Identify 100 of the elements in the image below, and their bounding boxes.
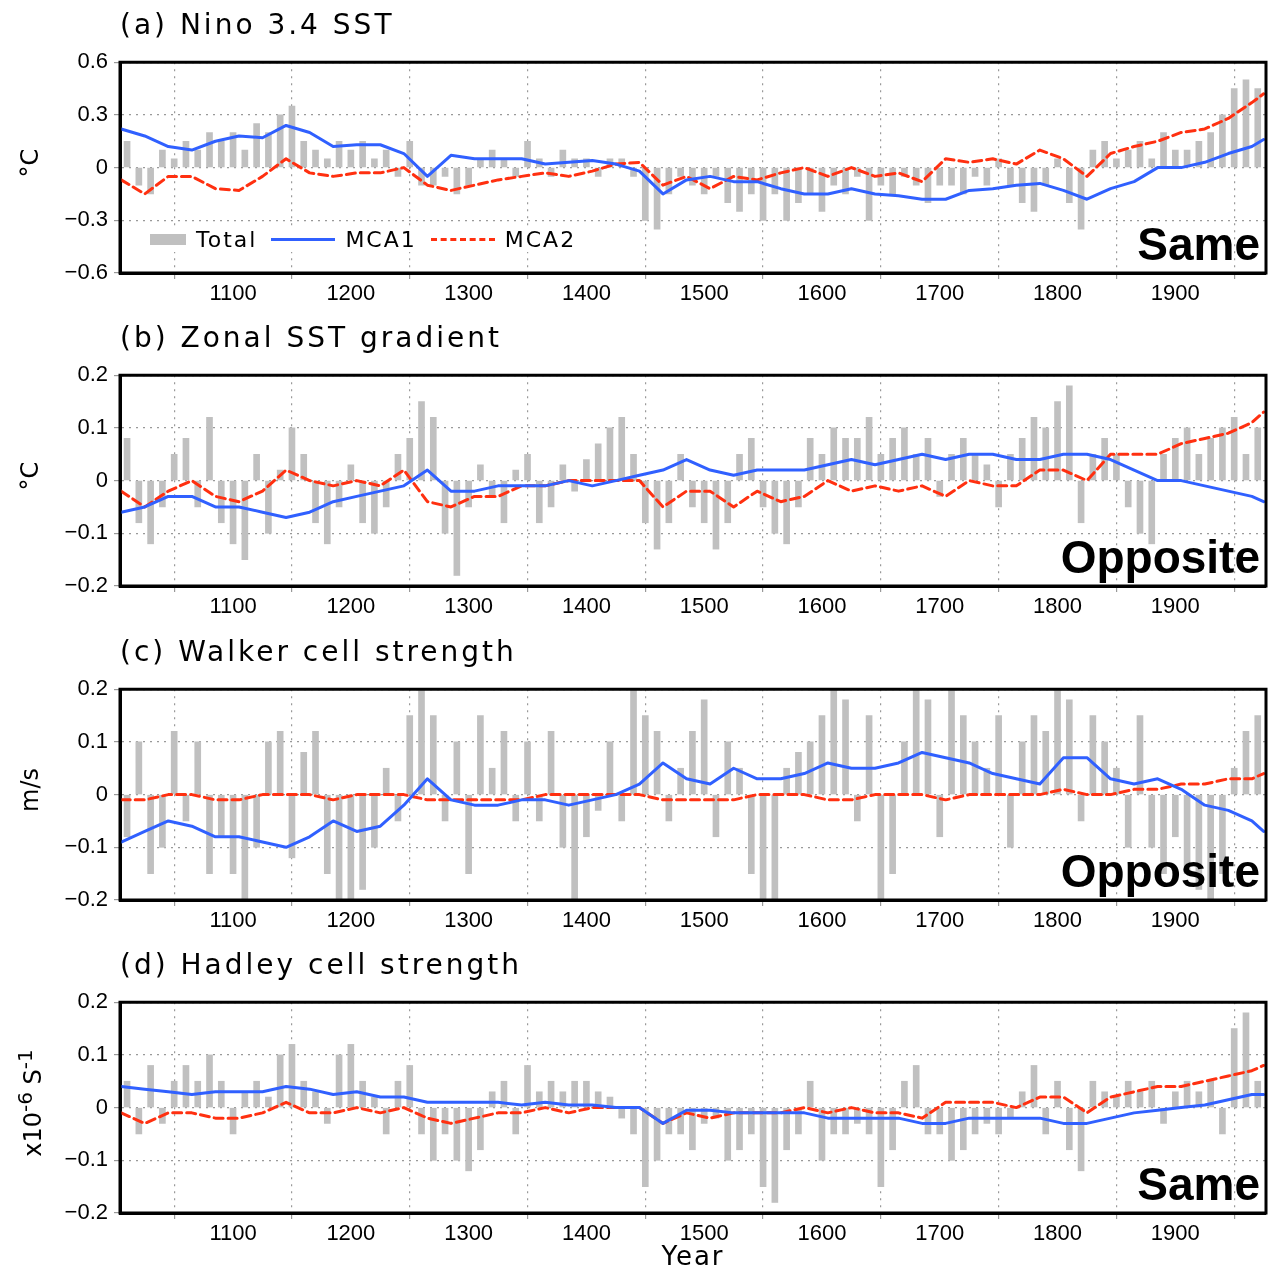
bar xyxy=(853,438,861,481)
y-axis-title: °C xyxy=(16,148,44,178)
x-tick-label: 1300 xyxy=(444,593,494,619)
bar xyxy=(889,438,896,481)
bar xyxy=(206,1054,213,1108)
bar xyxy=(630,1107,637,1135)
annotation: Same xyxy=(1137,217,1260,271)
bar xyxy=(1077,480,1085,524)
bar xyxy=(371,794,378,848)
x-tick-label: 1700 xyxy=(915,593,965,619)
bar xyxy=(382,1107,390,1135)
line-series xyxy=(120,1063,1266,1125)
bar xyxy=(1054,158,1061,168)
bar xyxy=(689,731,696,795)
bar xyxy=(170,731,178,795)
bar xyxy=(1171,794,1179,838)
bar xyxy=(700,480,708,524)
bar xyxy=(300,752,308,795)
y-tick-label: 0.2 xyxy=(77,361,108,387)
bar xyxy=(959,1107,967,1151)
bar xyxy=(382,767,390,795)
x-tick-label: 1200 xyxy=(326,280,376,306)
legend-label: MCA1 xyxy=(345,227,417,252)
x-tick-label: 1500 xyxy=(679,907,729,933)
bar xyxy=(724,480,732,524)
x-tick-label: 1100 xyxy=(209,1220,257,1246)
x-tick-label: 1200 xyxy=(326,907,376,933)
y-axis-title: m/s xyxy=(16,768,44,812)
y-tick-label: −0.1 xyxy=(64,519,108,545)
bar xyxy=(912,1065,920,1108)
bar xyxy=(830,689,838,795)
bar xyxy=(359,794,366,890)
bar xyxy=(1136,480,1144,534)
bar xyxy=(1113,158,1120,168)
bar xyxy=(912,689,920,795)
y-tick-label: 0 xyxy=(95,780,108,806)
x-tick-label: 1500 xyxy=(679,280,729,306)
bar xyxy=(1230,1028,1238,1108)
bar xyxy=(700,699,708,795)
bar xyxy=(194,741,202,795)
bar xyxy=(889,794,896,874)
bar xyxy=(948,1107,955,1161)
x-tick-label: 1400 xyxy=(561,280,611,306)
bar xyxy=(524,1065,531,1108)
bar xyxy=(724,1107,732,1161)
bar xyxy=(465,167,472,186)
bar xyxy=(795,752,802,795)
x-tick-label: 1300 xyxy=(444,907,494,933)
bar xyxy=(1148,158,1156,168)
x-tick-label: 1600 xyxy=(797,1220,847,1246)
y-tick-label: −0.2 xyxy=(64,572,108,598)
x-tick-label: 1800 xyxy=(1033,593,1083,619)
bar xyxy=(429,1107,437,1161)
bar xyxy=(323,480,331,545)
bar xyxy=(948,167,955,186)
bar xyxy=(465,1107,472,1172)
bar xyxy=(1230,417,1238,481)
bar xyxy=(323,158,331,168)
bar xyxy=(971,167,979,177)
bar xyxy=(206,132,213,168)
bar xyxy=(524,453,531,481)
bar xyxy=(806,1080,814,1108)
y-axis-title: °C xyxy=(16,461,44,491)
bar xyxy=(265,1096,272,1108)
legend-label: Total xyxy=(196,227,258,252)
bar xyxy=(1124,480,1132,508)
bar xyxy=(641,715,649,795)
y-tick-label: 0 xyxy=(95,466,108,492)
bar xyxy=(147,1065,154,1108)
bar xyxy=(583,794,590,838)
bar xyxy=(147,794,154,874)
bar xyxy=(429,417,437,481)
bar xyxy=(724,741,732,795)
bar xyxy=(265,132,272,168)
x-tick-label: 1800 xyxy=(1033,907,1083,933)
bar xyxy=(983,464,991,481)
bar xyxy=(300,140,308,168)
bar xyxy=(641,480,649,524)
y-tick-label: 0.1 xyxy=(77,413,108,439)
bar xyxy=(630,689,637,795)
y-tick-label: 0.2 xyxy=(77,988,108,1014)
x-tick-label: 1300 xyxy=(444,280,494,306)
bar xyxy=(959,438,967,481)
bar xyxy=(276,731,284,795)
bar xyxy=(1018,741,1026,795)
bar xyxy=(995,715,1002,795)
bar xyxy=(418,401,425,481)
annotation: Opposite xyxy=(1060,530,1260,584)
bar xyxy=(948,689,955,795)
chart-title: (d) Hadley cell strength xyxy=(120,948,522,981)
bar xyxy=(441,167,449,177)
bar xyxy=(524,741,531,795)
bar xyxy=(901,427,908,481)
bar xyxy=(1054,401,1061,481)
bar xyxy=(159,149,166,168)
chart-title: (a) Nino 3.4 SST xyxy=(120,8,395,41)
line-series xyxy=(120,410,1266,509)
y-tick-label: −0.1 xyxy=(64,1146,108,1172)
bar xyxy=(1054,689,1061,795)
bar xyxy=(217,140,225,168)
